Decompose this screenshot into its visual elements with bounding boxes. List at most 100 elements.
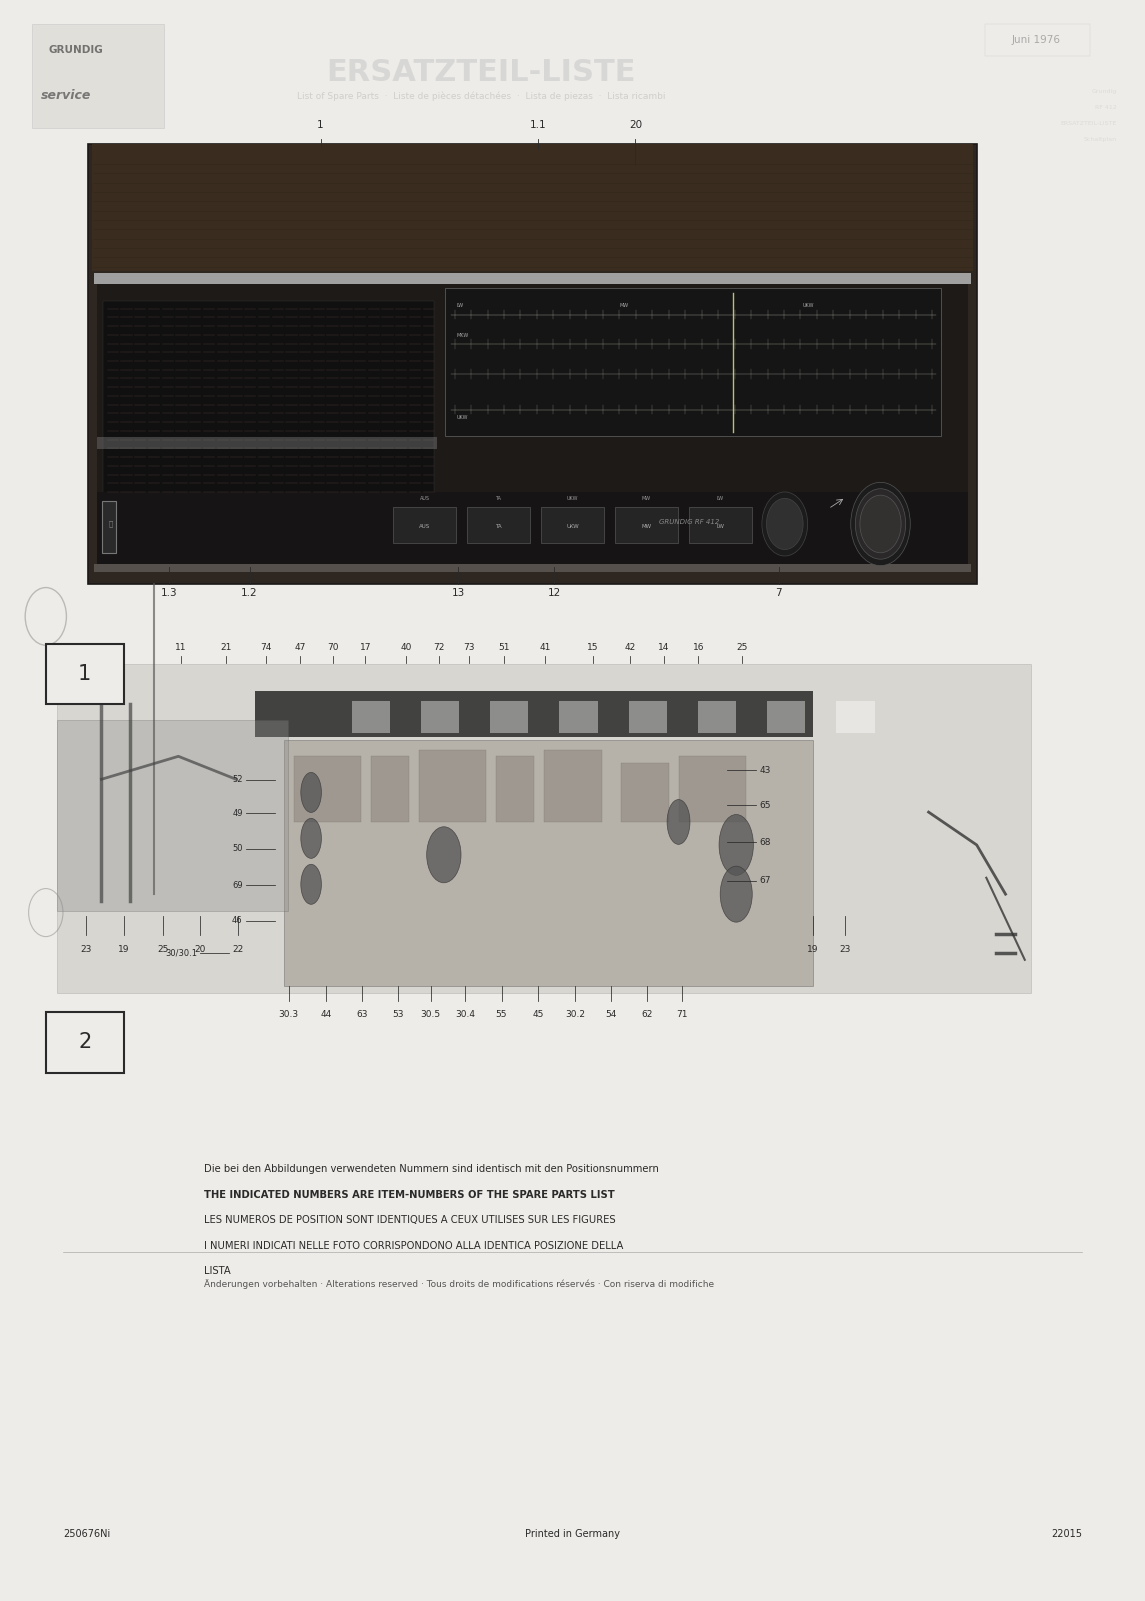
Bar [445,288,941,437]
Text: service: service [41,90,92,102]
Bar [621,762,669,821]
Bar [371,756,409,821]
Text: AUS: AUS [419,524,431,528]
Bar [46,644,124,704]
Text: I NUMERI INDICATI NELLE FOTO CORRISPONDONO ALLA IDENTICA POSIZIONE DELLA: I NUMERI INDICATI NELLE FOTO CORRISPONDO… [204,1241,623,1250]
Ellipse shape [719,815,753,876]
Circle shape [860,495,901,552]
Text: LW: LW [457,303,464,307]
Text: 62: 62 [641,1010,653,1020]
Text: 42: 42 [624,642,635,652]
Text: 1: 1 [78,664,92,684]
Text: 1: 1 [317,120,324,130]
Text: Juni 1976: Juni 1976 [1012,35,1060,45]
Text: 67: 67 [759,876,771,885]
Bar [94,274,971,283]
Bar [420,701,459,733]
Text: 55: 55 [496,1010,507,1020]
Text: MW: MW [642,496,652,501]
Text: 12: 12 [547,588,561,597]
Bar [559,701,598,733]
Text: UKW: UKW [567,496,578,501]
Bar [419,749,487,821]
Bar [255,690,813,736]
Bar [97,492,968,564]
Text: 15: 15 [587,642,599,652]
Bar [629,701,668,733]
Text: 1.3: 1.3 [161,588,177,597]
Bar [57,720,289,911]
Text: SENDER: SENDER [878,496,900,501]
Text: THE INDICATED NUMBERS ARE ITEM-NUMBERS OF THE SPARE PARTS LIST: THE INDICATED NUMBERS ARE ITEM-NUMBERS O… [204,1190,615,1199]
Text: LW: LW [717,496,724,501]
Circle shape [761,492,807,556]
Text: 68: 68 [759,837,771,847]
Text: 16: 16 [693,642,704,652]
Text: UKW: UKW [566,524,579,528]
Text: 41: 41 [539,642,551,652]
Text: LW: LW [717,524,725,528]
Text: MKW: MKW [457,333,469,338]
Circle shape [851,482,910,565]
Text: Schaltplan: Schaltplan [1083,138,1116,142]
Text: GRUNDIG: GRUNDIG [48,45,103,54]
Text: 40: 40 [401,642,412,652]
Text: UKW: UKW [457,415,468,419]
Text: ERSATZTEIL-LISTE: ERSATZTEIL-LISTE [1060,122,1116,126]
Text: TA: TA [495,524,502,528]
Text: 17: 17 [360,642,371,652]
Text: 7: 7 [775,588,782,597]
Text: 49: 49 [232,809,243,818]
Text: 71: 71 [677,1010,688,1020]
Text: 25: 25 [157,945,168,954]
Bar [294,756,361,821]
Bar [102,501,116,552]
Bar [544,749,601,821]
Bar [767,701,805,733]
Text: 65: 65 [759,800,771,810]
Text: UKW: UKW [803,303,814,307]
Ellipse shape [301,772,322,812]
Text: 69: 69 [232,881,243,890]
Text: 43: 43 [759,765,771,775]
Text: AUS: AUS [419,496,429,501]
Text: 21: 21 [220,642,231,652]
Text: 54: 54 [606,1010,617,1020]
Text: LISTA: LISTA [204,1266,230,1276]
Ellipse shape [427,826,461,882]
Text: 53: 53 [393,1010,404,1020]
Text: 63: 63 [356,1010,368,1020]
Text: 19: 19 [807,945,819,954]
Text: MW: MW [619,303,629,307]
Text: 22: 22 [232,945,244,954]
Bar [97,275,968,564]
Bar [92,144,973,271]
Text: MW: MW [641,524,652,528]
Bar [689,508,752,543]
Text: 51: 51 [498,642,510,652]
Text: 2: 2 [78,1033,92,1052]
Text: 23: 23 [80,945,92,954]
Text: 44: 44 [321,1010,332,1020]
Bar [32,24,164,128]
Bar [46,1012,124,1073]
Text: 14: 14 [658,642,670,652]
Bar [57,664,1030,993]
Circle shape [855,488,906,559]
Bar [697,701,736,733]
Bar [985,24,1090,56]
Text: 46: 46 [232,916,243,925]
Text: ⏻: ⏻ [109,520,113,527]
Text: 20: 20 [629,120,642,130]
Text: List of Spare Parts  ·  Liste de pièces détachées  ·  Lista de piezas  ·  Lista : List of Spare Parts · Liste de pièces dé… [297,91,665,101]
Text: 1.2: 1.2 [242,588,258,597]
Bar [94,564,971,572]
Bar [284,740,813,986]
Bar [97,437,436,448]
Text: 23: 23 [839,945,851,954]
Text: 20: 20 [195,945,206,954]
Bar [352,701,390,733]
Bar [679,756,745,821]
Text: 22015: 22015 [1051,1529,1082,1539]
Text: 30.3: 30.3 [278,1010,299,1020]
